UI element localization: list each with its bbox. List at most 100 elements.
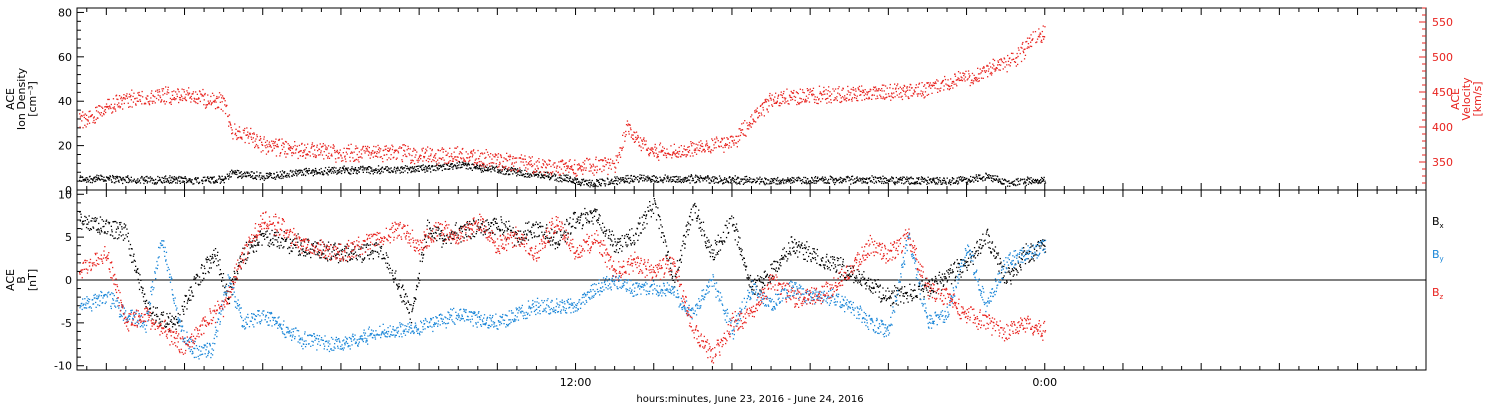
data-point xyxy=(161,312,163,314)
data-point xyxy=(983,70,986,72)
data-point xyxy=(684,178,686,180)
data-point xyxy=(330,257,332,259)
data-point xyxy=(223,279,225,281)
data-point xyxy=(663,177,665,179)
data-point xyxy=(166,178,168,180)
data-point xyxy=(467,162,470,164)
data-point xyxy=(911,177,913,180)
data-point xyxy=(429,168,431,170)
data-point xyxy=(227,175,229,177)
data-point xyxy=(564,178,566,180)
data-point xyxy=(669,154,672,156)
data-point xyxy=(294,152,297,154)
data-point xyxy=(285,141,288,143)
data-point xyxy=(858,180,860,182)
data-point xyxy=(773,102,775,104)
data-point xyxy=(1030,41,1032,43)
data-point xyxy=(400,167,402,169)
data-point xyxy=(675,175,678,178)
data-point xyxy=(683,177,685,179)
data-point xyxy=(98,175,100,177)
data-point xyxy=(776,101,778,103)
data-point xyxy=(919,182,921,184)
data-point xyxy=(379,150,381,152)
data-point xyxy=(783,182,785,185)
data-point xyxy=(136,97,138,99)
data-point xyxy=(1000,181,1002,183)
data-point xyxy=(150,315,152,317)
data-point xyxy=(525,173,527,175)
data-point xyxy=(964,80,966,82)
data-point xyxy=(477,149,479,152)
data-point xyxy=(843,97,845,99)
data-point xyxy=(848,91,850,93)
data-point xyxy=(94,176,96,178)
data-point xyxy=(82,176,84,179)
data-point xyxy=(355,257,357,259)
data-point xyxy=(913,182,915,184)
data-point xyxy=(791,176,793,179)
data-point xyxy=(280,241,282,243)
data-point xyxy=(136,179,138,181)
data-point xyxy=(919,93,921,95)
data-point xyxy=(565,162,567,164)
data-point xyxy=(879,89,881,91)
data-point xyxy=(355,172,357,174)
data-point xyxy=(657,153,659,156)
data-point xyxy=(656,156,658,159)
data-point xyxy=(914,90,916,93)
data-point xyxy=(691,180,693,182)
data-point xyxy=(298,172,301,174)
data-point xyxy=(307,170,309,172)
data-point xyxy=(931,181,933,183)
data-point xyxy=(138,91,140,94)
data-point xyxy=(851,175,853,178)
data-point xyxy=(146,182,148,184)
data-point xyxy=(586,183,588,185)
data-point xyxy=(101,115,103,117)
data-point xyxy=(256,134,258,136)
data-point xyxy=(347,247,349,249)
data-point xyxy=(889,87,891,89)
data-point xyxy=(762,106,764,109)
data-point xyxy=(704,151,706,153)
data-point xyxy=(515,169,517,171)
data-point xyxy=(80,213,82,215)
data-point xyxy=(320,150,322,152)
data-point xyxy=(326,172,328,174)
data-point xyxy=(180,176,182,178)
data-point xyxy=(749,181,751,183)
data-point xyxy=(818,98,820,100)
data-point xyxy=(480,160,482,163)
data-point xyxy=(230,279,232,282)
data-point xyxy=(160,181,162,183)
data-point xyxy=(959,179,961,181)
data-point xyxy=(785,182,787,184)
data-point xyxy=(168,177,170,179)
data-point xyxy=(894,88,897,90)
data-point xyxy=(165,326,168,328)
data-point xyxy=(407,145,409,148)
data-point xyxy=(100,227,102,229)
data-point xyxy=(226,104,228,107)
data-point xyxy=(112,98,115,100)
data-point xyxy=(373,169,375,171)
data-point xyxy=(411,154,413,157)
data-point xyxy=(234,170,236,172)
data-point xyxy=(502,160,504,163)
data-point xyxy=(500,155,502,157)
data-point xyxy=(973,177,976,179)
data-point xyxy=(279,155,281,157)
data-point xyxy=(137,268,139,270)
data-point xyxy=(87,120,89,122)
data-point xyxy=(812,87,815,89)
data-point xyxy=(791,179,793,182)
data-point xyxy=(284,175,287,177)
data-point xyxy=(121,99,123,102)
data-point xyxy=(117,176,119,178)
data-point xyxy=(707,176,709,178)
data-point xyxy=(682,178,684,180)
data-point xyxy=(277,241,279,243)
data-point xyxy=(481,167,483,169)
data-point xyxy=(708,150,710,153)
